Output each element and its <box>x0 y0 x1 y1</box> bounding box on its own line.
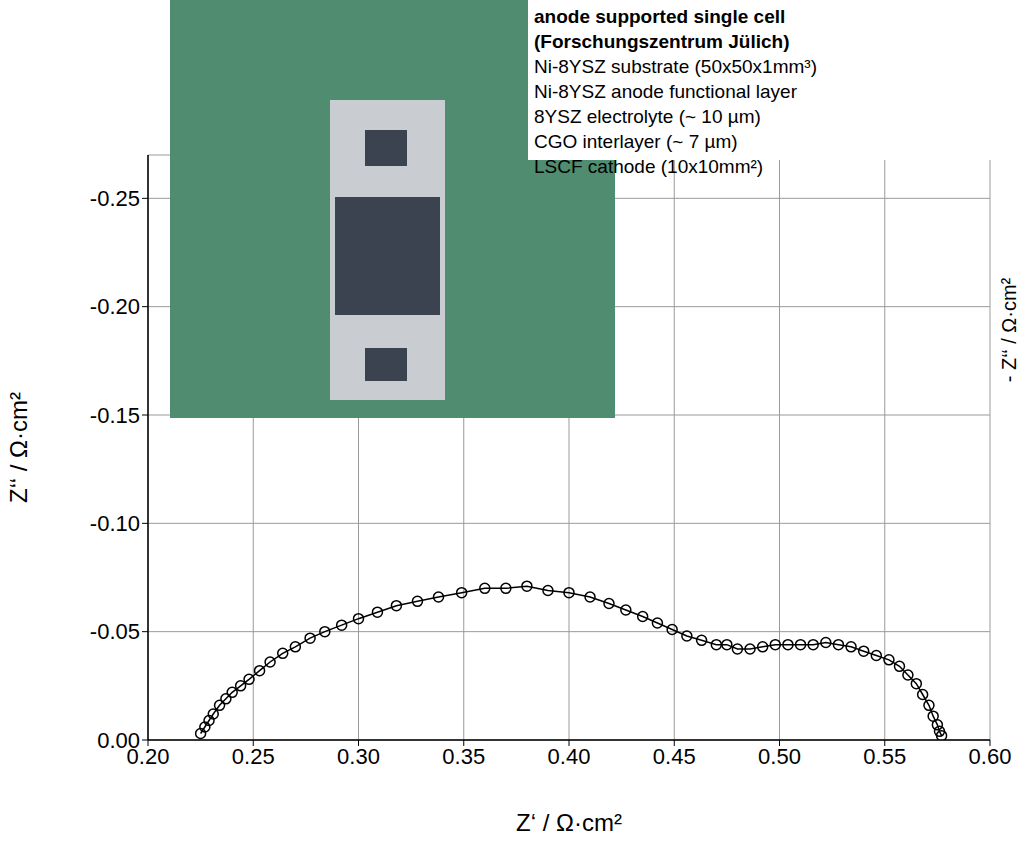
svg-text:0.20: 0.20 <box>126 743 170 769</box>
svg-text:0.50: 0.50 <box>758 744 801 769</box>
html-text:Ni-8YSZ substrate (50x50x1mm³): Ni-8YSZ substrate (50x50x1mm³) <box>534 56 817 77</box>
html-text:CGO interlayer (~ 7 µm): CGO interlayer (~ 7 µm) <box>534 131 738 152</box>
svg-text:0.25: 0.25 <box>232 744 275 769</box>
svg-text:Z‘‘ / Ω·cm²: Z‘‘ / Ω·cm² <box>5 392 32 503</box>
svg-text:0.60: 0.60 <box>969 744 1012 769</box>
svg-text:0.30: 0.30 <box>337 744 380 769</box>
svg-text:-0.10: -0.10 <box>90 511 140 536</box>
html-text:LSCF cathode (10x10mm²): LSCF cathode (10x10mm²) <box>534 156 764 177</box>
svg-text:0.00: 0.00 <box>97 728 140 753</box>
svg-text:- Z‘‘ / Ω·cm²: - Z‘‘ / Ω·cm² <box>998 277 1020 382</box>
svg-text:0.35: 0.35 <box>442 744 485 769</box>
svg-text:-0.15: -0.15 <box>90 403 140 428</box>
html-text:8YSZ electrolyte (~ 10 µm): 8YSZ electrolyte (~ 10 µm) <box>534 106 761 127</box>
svg-text:-0.25: -0.25 <box>90 186 140 211</box>
svg-text:Z‘ / Ω·cm²: Z‘ / Ω·cm² <box>516 809 622 836</box>
svg-text:0.45: 0.45 <box>653 744 696 769</box>
html-text:anode supported single cell: anode supported single cell <box>534 6 786 27</box>
svg-text:-0.20: -0.20 <box>90 294 140 319</box>
html-text:Ni-8YSZ anode functional layer: Ni-8YSZ anode functional layer <box>534 81 797 102</box>
svg-text:0.40: 0.40 <box>548 744 591 769</box>
html-text:(Forschungszentrum Jülich): (Forschungszentrum Jülich) <box>534 31 790 52</box>
svg-text:0.55: 0.55 <box>863 744 906 769</box>
svg-text:-0.05: -0.05 <box>90 619 140 644</box>
